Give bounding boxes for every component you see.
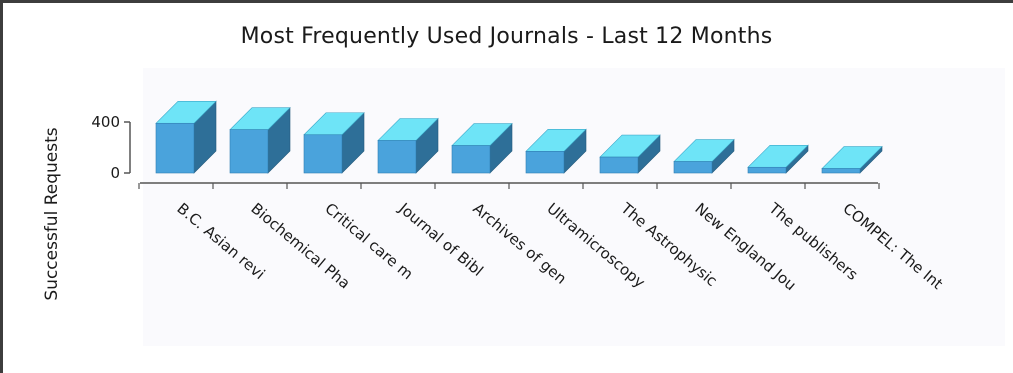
bar [377, 140, 417, 174]
x-tick-label: COMPEL: The Int [839, 199, 946, 293]
bar [599, 156, 639, 174]
y-tick-label: 0 [110, 164, 120, 182]
y-tick-label: 400 [91, 113, 120, 131]
bar [673, 161, 713, 174]
bar [747, 166, 787, 174]
bar [229, 129, 269, 174]
bar [303, 134, 343, 174]
bar [525, 151, 565, 174]
chart-title: Most Frequently Used Journals - Last 12 … [240, 24, 773, 49]
bar [155, 122, 195, 174]
bar [821, 168, 861, 174]
bar [451, 145, 491, 174]
